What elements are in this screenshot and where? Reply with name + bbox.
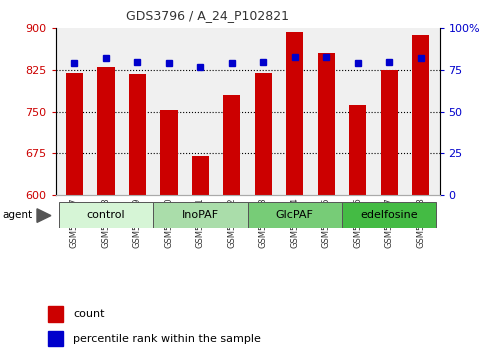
- Text: GDS3796 / A_24_P102821: GDS3796 / A_24_P102821: [126, 9, 289, 22]
- Polygon shape: [37, 209, 51, 222]
- Bar: [59, 202, 153, 228]
- Bar: [129, 74, 146, 195]
- Bar: [48, 306, 63, 322]
- Bar: [97, 67, 114, 195]
- Bar: [248, 202, 342, 228]
- Text: count: count: [73, 309, 105, 319]
- Bar: [48, 331, 63, 347]
- Text: agent: agent: [2, 210, 32, 220]
- Bar: [317, 53, 335, 195]
- Text: control: control: [86, 210, 125, 220]
- Bar: [349, 105, 366, 195]
- Text: edelfosine: edelfosine: [360, 210, 418, 220]
- Text: percentile rank within the sample: percentile rank within the sample: [73, 333, 261, 344]
- Bar: [223, 95, 241, 195]
- Bar: [66, 73, 83, 195]
- Bar: [160, 110, 178, 195]
- Text: InoPAF: InoPAF: [182, 210, 219, 220]
- Bar: [381, 70, 398, 195]
- Bar: [286, 32, 303, 195]
- Bar: [192, 156, 209, 195]
- Text: GlcPAF: GlcPAF: [276, 210, 313, 220]
- Bar: [255, 73, 272, 195]
- Bar: [153, 202, 248, 228]
- Bar: [342, 202, 436, 228]
- Bar: [412, 35, 429, 195]
